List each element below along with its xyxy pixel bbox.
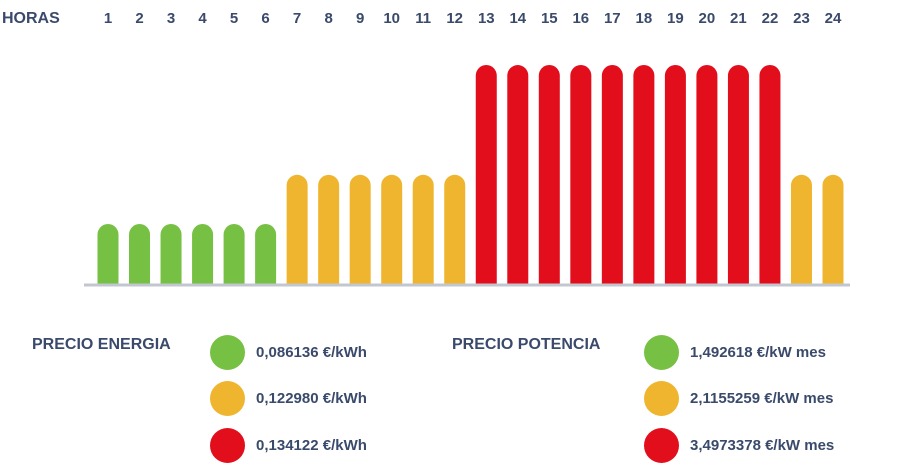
hour-bar — [759, 65, 781, 284]
green-dot-icon — [644, 335, 679, 370]
hour-label: 22 — [762, 10, 779, 27]
power-price-value: 2,1155259 €/kW mes — [690, 390, 834, 407]
hour-label: 6 — [261, 10, 269, 27]
hour-label: 13 — [478, 10, 495, 27]
power-price-value: 3,4973378 €/kW mes — [690, 437, 835, 454]
hour-bar — [192, 224, 214, 284]
hour-bar — [255, 223, 277, 284]
hour-label: 2 — [135, 10, 143, 27]
hour-label: 10 — [383, 10, 400, 27]
hour-label: 17 — [604, 10, 621, 27]
hour-label: 14 — [509, 10, 526, 27]
power-price-value: 1,492618 €/kW mes — [690, 344, 826, 361]
hour-bar — [223, 224, 245, 284]
energy-price-title: PRECIO ENERGIA — [32, 336, 171, 353]
energy-price-tier-3: 0,134122 €/kWh — [210, 428, 367, 463]
power-price-tier-3: 3,4973378 €/kW mes — [644, 428, 834, 463]
power-price-tier-1: 1,492618 €/kW mes — [644, 335, 826, 370]
hour-bar — [664, 65, 686, 284]
hour-label: 8 — [325, 10, 333, 27]
energy-price-tier-1: 0,086136 €/kWh — [210, 335, 367, 370]
hour-label: 11 — [415, 10, 431, 27]
hour-label: 5 — [230, 10, 238, 27]
hour-label: 23 — [793, 10, 810, 27]
energy-price-value: 0,122980 €/kWh — [256, 390, 367, 407]
orange-dot-icon — [210, 381, 245, 416]
hour-label: 20 — [699, 10, 716, 27]
hour-bar — [129, 224, 151, 284]
hour-bar — [601, 65, 623, 284]
orange-dot-icon — [644, 381, 679, 416]
red-dot-icon — [644, 428, 679, 463]
hour-bar — [444, 174, 466, 284]
hour-bar — [633, 65, 655, 284]
energy-price-value: 0,086136 €/kWh — [256, 344, 367, 361]
hour-bar — [507, 65, 529, 284]
hour-label: 19 — [667, 10, 684, 27]
hour-bar — [696, 65, 718, 284]
hour-label: 24 — [825, 10, 842, 27]
hour-bar — [538, 65, 560, 284]
hour-label: 21 — [730, 10, 747, 27]
power-price-title: PRECIO POTENCIA — [452, 336, 601, 353]
hour-bar — [97, 224, 119, 284]
hour-bar — [381, 174, 403, 284]
hour-bar — [570, 65, 592, 284]
hour-bar — [349, 174, 371, 284]
hour-label: 16 — [572, 10, 589, 27]
hourly-price-chart: HORAS 1 2 3 4 5 6 7 8 9 10 11 12 13 14 15 16 17 18 19 20 21 2… — [2, 10, 850, 287]
red-dot-icon — [210, 428, 245, 463]
x-axis-label: HORAS — [2, 10, 60, 27]
hour-bar — [475, 65, 497, 284]
hour-bar — [822, 174, 844, 284]
hour-bar — [790, 174, 812, 284]
hour-label: 4 — [198, 10, 207, 27]
hour-label: 18 — [636, 10, 653, 27]
energy-price-value: 0,134122 €/kWh — [256, 437, 367, 454]
hour-label: 1 — [104, 10, 112, 27]
hour-bar — [727, 65, 749, 284]
hour-bar — [412, 174, 434, 284]
hour-bar — [286, 174, 308, 284]
green-dot-icon — [210, 335, 245, 370]
hour-label: 12 — [446, 10, 463, 27]
hour-bar — [318, 174, 340, 284]
hour-bar — [160, 224, 182, 284]
hour-label: 3 — [167, 10, 175, 27]
power-price-tier-2: 2,1155259 €/kW mes — [644, 381, 833, 416]
hour-label: 7 — [293, 10, 301, 27]
hour-label: 9 — [356, 10, 364, 27]
hour-label: 15 — [541, 10, 558, 27]
energy-price-tier-2: 0,122980 €/kWh — [210, 381, 367, 416]
